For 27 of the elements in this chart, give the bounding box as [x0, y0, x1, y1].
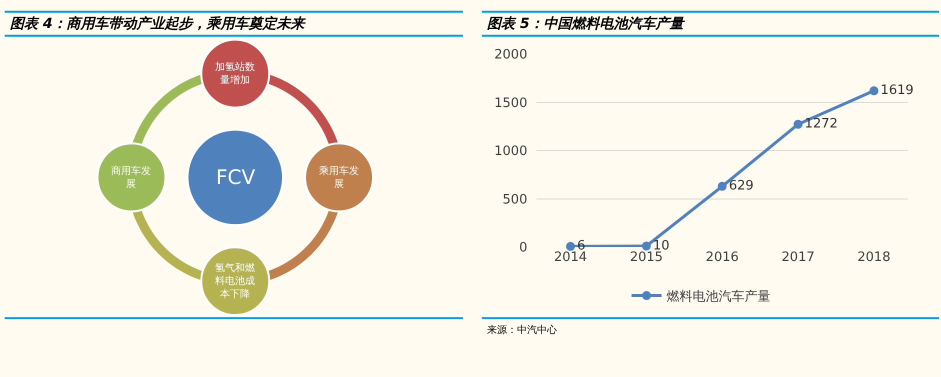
y-tick-label: 1000 [494, 144, 528, 160]
x-tick-label: 2017 [782, 250, 815, 266]
point [794, 120, 803, 129]
data-label: 629 [728, 178, 754, 194]
point [869, 86, 878, 96]
category-label: 加氢站数量增加 [215, 61, 255, 86]
point [718, 182, 727, 191]
source-note: 来源：中汽中心 [487, 324, 557, 336]
y-tick-label: 0 [519, 240, 528, 256]
category-label: FCV [216, 165, 256, 189]
data-label: 1272 [804, 116, 838, 132]
x-tick-label: 2014 [554, 250, 588, 266]
text: 图表 4：商用车带动产业起步，乘用车奠定未来 [10, 15, 307, 32]
chart-title: 图表 5：中国燃料电池汽车产量 [487, 15, 686, 32]
category-label: 商用车发展 [111, 165, 151, 190]
legend-label: 燃料电池汽车产量 [666, 290, 771, 305]
category-label: 乘用车发展 [319, 165, 359, 190]
point [642, 242, 651, 251]
point [566, 242, 576, 251]
x-tick-label: 2018 [857, 250, 890, 266]
y-tick-label: 500 [502, 192, 528, 208]
x-tick-label: 2016 [706, 250, 739, 266]
y-tick-label: 2000 [494, 48, 528, 63]
data-label: 1619 [880, 83, 914, 98]
category-label: 氢气和燃料电池成本下降 [215, 262, 255, 300]
y-tick-label: 1500 [494, 96, 528, 111]
x-tick-label: 2015 [630, 250, 663, 266]
